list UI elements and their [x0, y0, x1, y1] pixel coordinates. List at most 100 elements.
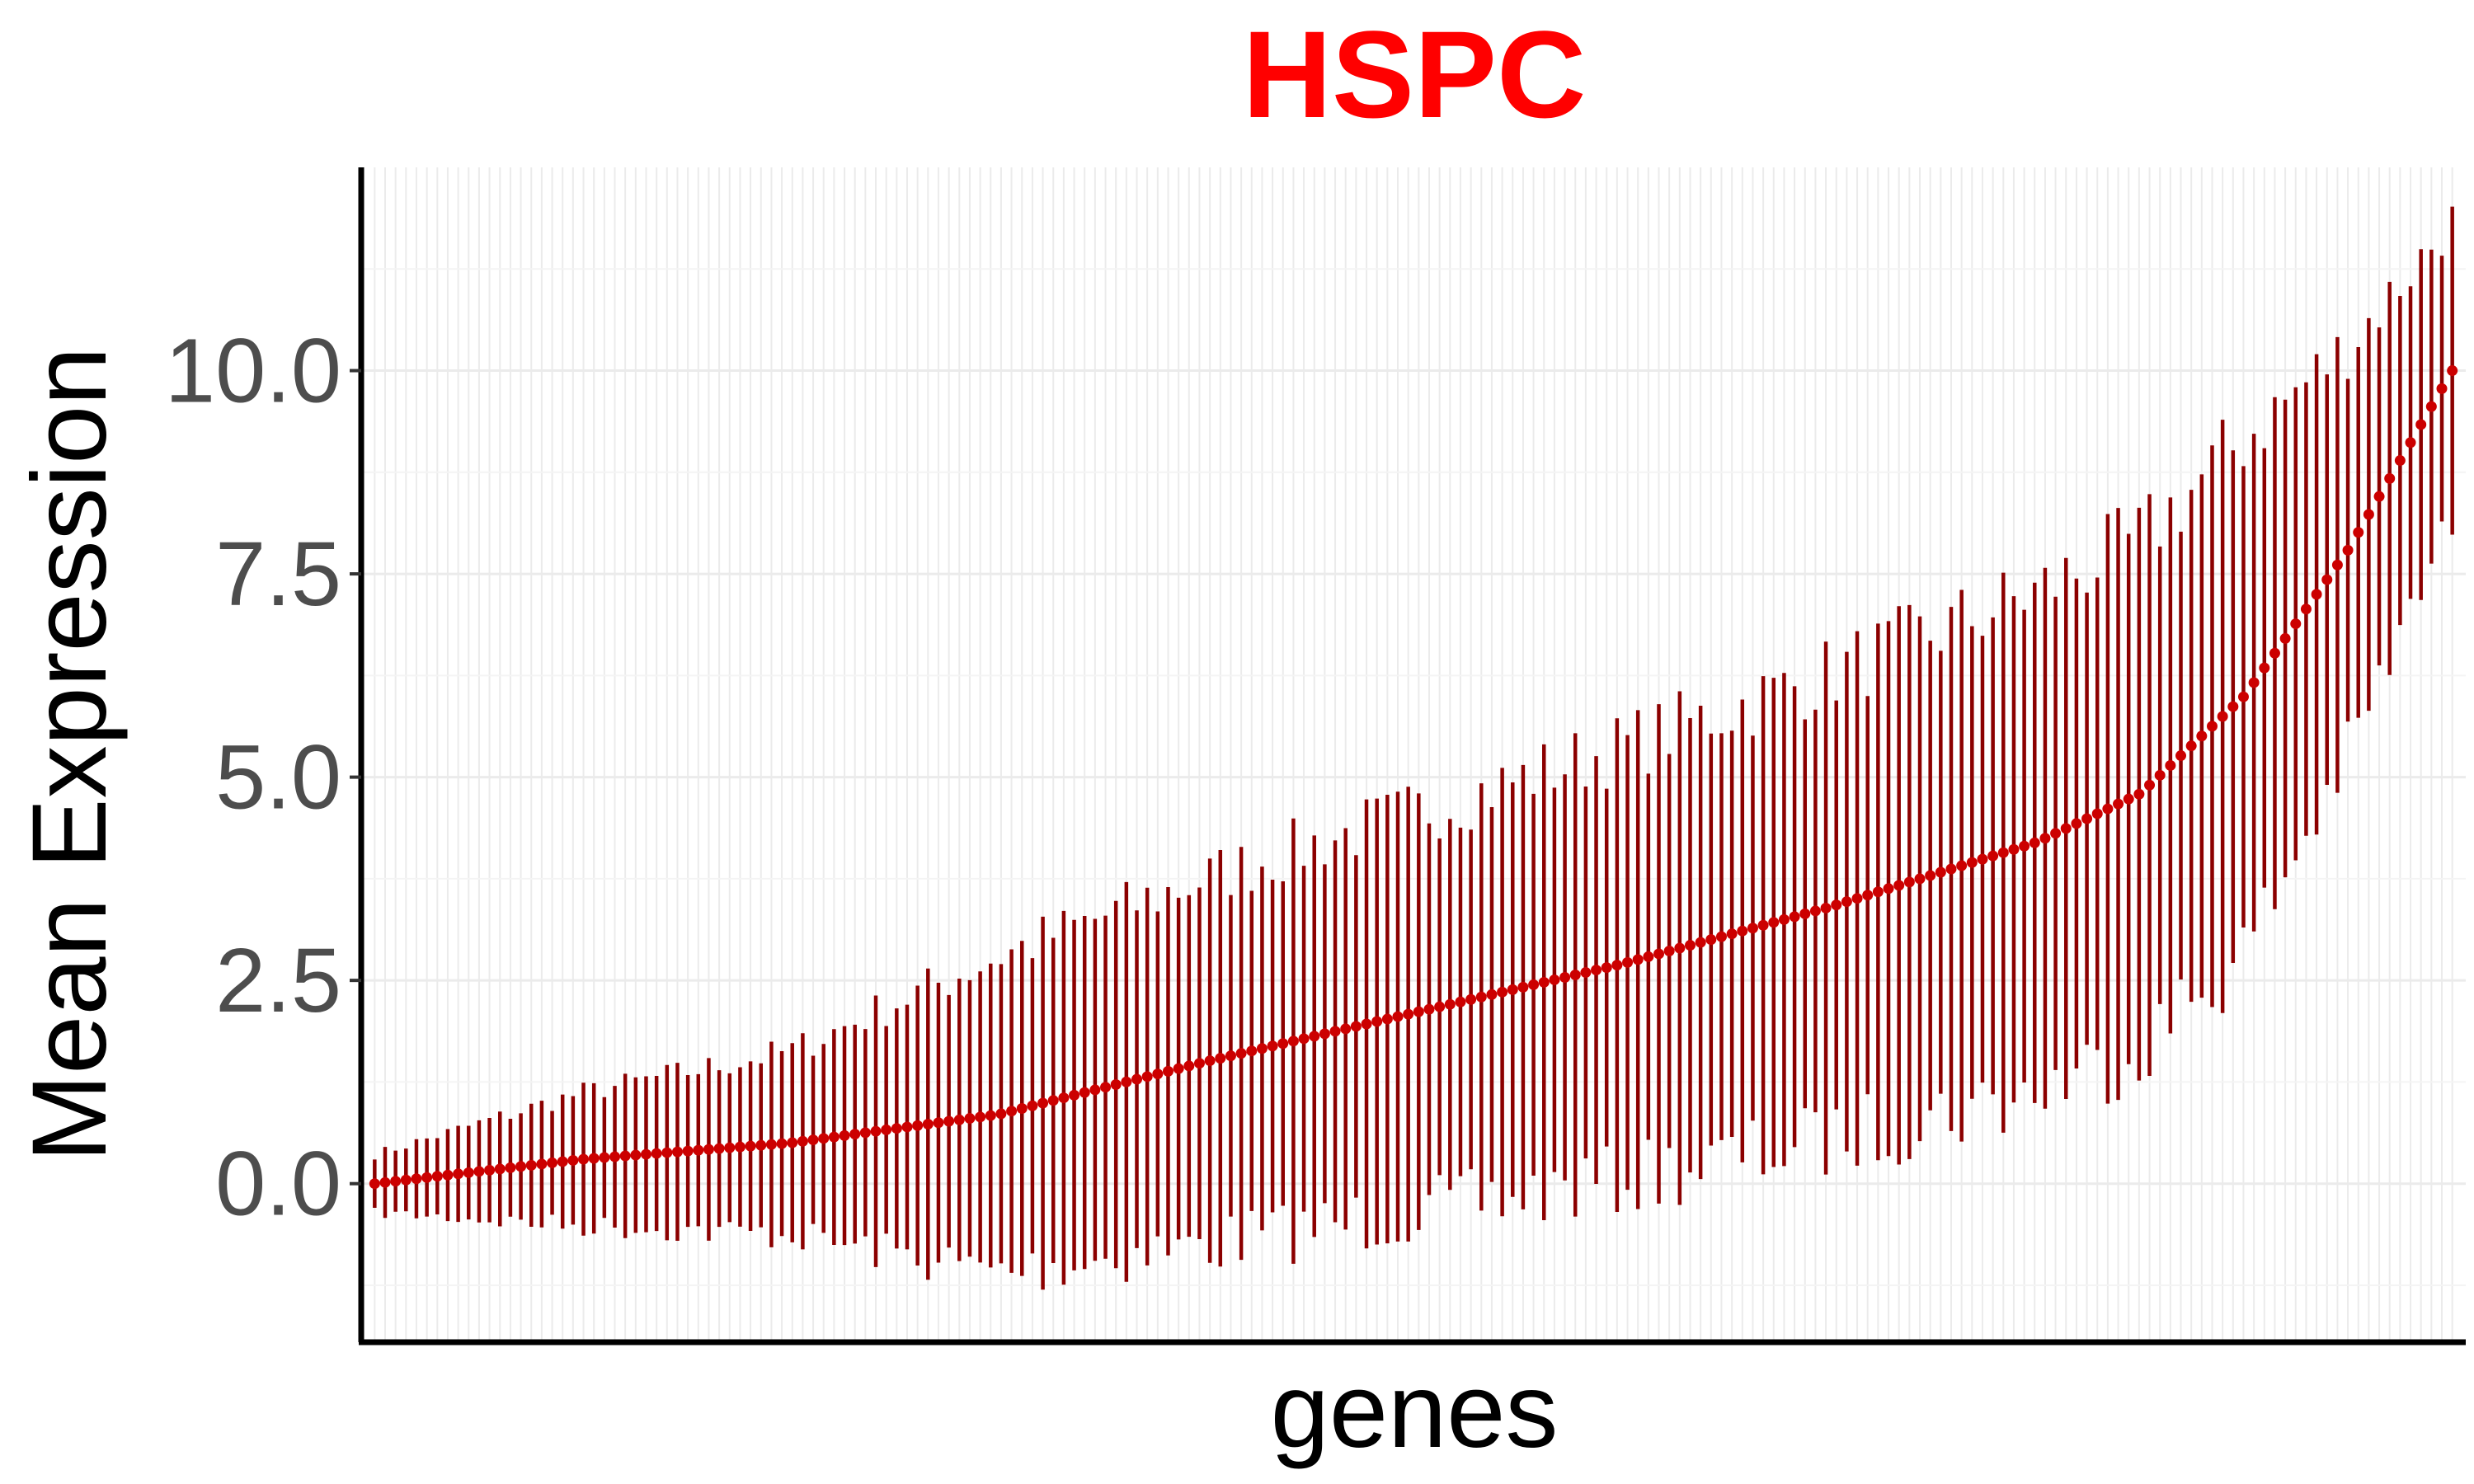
mean-point	[2405, 437, 2416, 448]
mean-point	[2196, 730, 2208, 742]
mean-point	[1162, 1065, 1174, 1077]
mean-point	[1173, 1063, 1184, 1074]
mean-point	[1350, 1021, 1362, 1032]
mean-point	[901, 1121, 913, 1133]
mean-point	[1392, 1011, 1404, 1022]
mean-point	[2415, 419, 2427, 430]
mean-point	[975, 1111, 986, 1123]
mean-point	[431, 1171, 443, 1182]
mean-point	[870, 1125, 882, 1137]
mean-point	[1841, 896, 1852, 908]
mean-point	[1768, 917, 1780, 928]
mean-point	[1309, 1031, 1320, 1042]
mean-point	[1757, 919, 1769, 931]
mean-point	[2331, 559, 2343, 571]
mean-point	[588, 1153, 600, 1164]
mean-point	[839, 1129, 850, 1141]
mean-point	[2237, 691, 2249, 702]
mean-point	[2008, 843, 2020, 855]
mean-point	[2113, 798, 2124, 810]
mean-point	[442, 1169, 454, 1181]
mean-point	[1058, 1092, 1070, 1104]
mean-point	[400, 1174, 412, 1186]
mean-point	[1737, 925, 1748, 937]
mean-point	[1674, 942, 1686, 954]
mean-point	[2321, 574, 2333, 585]
mean-point	[1643, 951, 1654, 962]
mean-point	[859, 1127, 871, 1139]
mean-point	[557, 1156, 568, 1167]
mean-point	[1287, 1036, 1299, 1047]
mean-point	[2363, 509, 2374, 520]
mean-point	[1987, 850, 1999, 862]
mean-point	[1569, 970, 1581, 981]
mean-point	[693, 1144, 704, 1156]
mean-point	[1037, 1097, 1049, 1109]
mean-point	[651, 1148, 662, 1159]
mean-point	[734, 1141, 745, 1153]
y-tick-label: 2.5	[215, 930, 341, 1031]
mean-point	[630, 1149, 642, 1161]
mean-point	[2248, 677, 2260, 688]
mean-point	[1047, 1095, 1059, 1106]
mean-point	[1089, 1084, 1101, 1096]
mean-point	[912, 1120, 924, 1131]
mean-point	[515, 1161, 527, 1172]
x-axis-label: genes	[1271, 1352, 1559, 1470]
mean-point	[713, 1143, 725, 1154]
mean-point	[1528, 979, 1540, 990]
mean-point	[818, 1133, 830, 1144]
mean-points	[369, 365, 2458, 1190]
mean-point	[1340, 1023, 1352, 1035]
mean-point	[1423, 1003, 1435, 1015]
mean-point	[1997, 847, 2009, 858]
mean-point	[484, 1164, 496, 1176]
mean-point	[1131, 1073, 1143, 1085]
mean-point	[661, 1147, 673, 1158]
mean-point	[933, 1117, 944, 1129]
mean-point	[1549, 974, 1560, 985]
mean-point	[1601, 962, 1612, 974]
mean-point	[1267, 1040, 1278, 1052]
mean-point	[1789, 911, 1800, 923]
mean-point	[2447, 365, 2458, 377]
y-tick-label: 10.0	[165, 321, 341, 422]
mean-point	[473, 1166, 485, 1177]
mean-point	[745, 1140, 756, 1152]
mean-point	[1747, 923, 1758, 934]
mean-point	[1977, 853, 1988, 865]
mean-point	[525, 1159, 537, 1171]
mean-point	[390, 1176, 402, 1187]
mean-point	[1580, 967, 1592, 979]
mean-point	[1027, 1100, 1038, 1111]
mean-point	[2081, 813, 2093, 824]
mean-point	[755, 1139, 767, 1151]
mean-point	[1381, 1013, 1393, 1025]
mean-point	[1277, 1038, 1289, 1050]
mean-point	[1966, 857, 1978, 868]
mean-point	[1726, 928, 1738, 940]
y-axis-label: Mean Expression	[11, 347, 129, 1162]
mean-point	[2133, 788, 2145, 800]
mean-point	[1883, 883, 1894, 895]
mean-point	[2279, 632, 2291, 644]
y-axis-ticks: 0.0 2.5 5.0 7.5 10.0	[165, 321, 361, 1235]
mean-point	[1497, 986, 1508, 998]
mean-point	[2206, 721, 2218, 732]
mean-point	[2165, 759, 2176, 771]
mean-point	[849, 1129, 861, 1140]
mean-point	[547, 1157, 558, 1168]
mean-point	[463, 1167, 474, 1178]
mean-point	[609, 1151, 621, 1162]
mean-point	[494, 1163, 506, 1175]
mean-point	[1684, 940, 1696, 951]
y-tick-label: 5.0	[215, 727, 341, 829]
mean-point	[1215, 1053, 1226, 1064]
mean-point	[1329, 1026, 1341, 1037]
mean-point	[2039, 833, 2051, 844]
mean-point	[964, 1113, 976, 1125]
mean-point	[2071, 818, 2082, 829]
mean-point	[1695, 937, 1706, 948]
mean-point	[1465, 993, 1477, 1005]
mean-point	[1945, 863, 1957, 875]
